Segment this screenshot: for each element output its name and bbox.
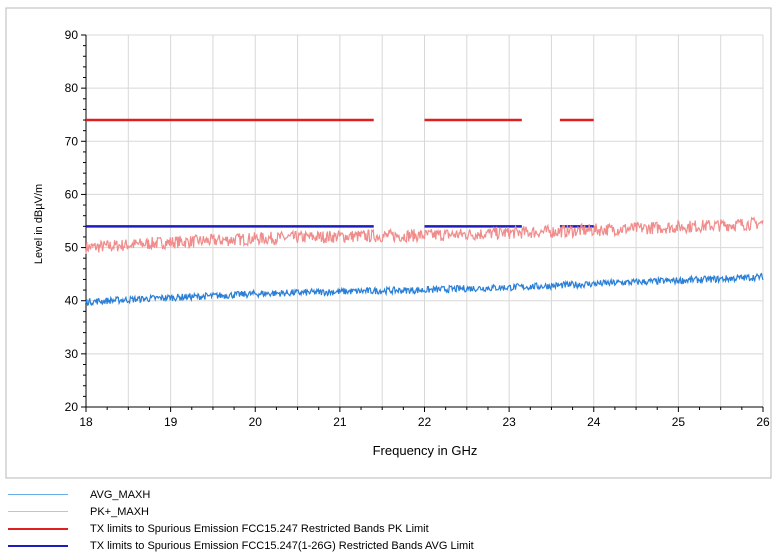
legend-label: PK+_MAXH xyxy=(90,505,149,518)
legend-item-pk-limit: TX limits to Spurious Emission FCC15.247… xyxy=(8,520,768,537)
series-layer xyxy=(85,118,764,307)
legend-swatch-avg-maxh xyxy=(8,494,68,495)
x-tick-label: 19 xyxy=(164,415,178,429)
x-tick-label: 23 xyxy=(502,415,516,429)
legend-swatch-pk-limit xyxy=(8,527,68,530)
x-tick-label: 18 xyxy=(79,415,93,429)
y-tick-label: 40 xyxy=(65,294,79,308)
y-tick-label: 50 xyxy=(65,241,79,255)
x-tick-label: 25 xyxy=(672,415,686,429)
y-tick-label: 70 xyxy=(65,134,79,148)
y-tick-label: 90 xyxy=(65,28,79,42)
y-tick-label: 30 xyxy=(65,347,79,361)
legend-item-pk-maxh: PK+_MAXH xyxy=(8,503,768,520)
y-tick-label: 20 xyxy=(65,400,79,414)
x-tick-label: 20 xyxy=(249,415,263,429)
legend-label: AVG_MAXH xyxy=(90,488,151,501)
x-tick-label: 22 xyxy=(418,415,432,429)
legend-swatch-avg-limit xyxy=(8,544,68,547)
legend-item-avg-maxh: AVG_MAXH xyxy=(8,486,768,503)
chart: 20 30 40 50 60 70 80 90 18 19 20 21 22 23 24 25 26 Frequ… xyxy=(5,7,772,479)
y-axis-label: Level in dBµV/m xyxy=(33,184,45,264)
y-tick-label: 60 xyxy=(65,187,79,201)
legend-item-avg-limit: TX limits to Spurious Emission FCC15.247… xyxy=(8,537,768,554)
legend-label: TX limits to Spurious Emission FCC15.247… xyxy=(90,522,429,535)
pk-maxh-trace xyxy=(85,216,764,254)
legend: AVG_MAXH PK+_MAXH TX limits to Spurious … xyxy=(8,486,768,554)
x-tick-label: 21 xyxy=(333,415,347,429)
x-tick-label: 26 xyxy=(756,415,770,429)
axes: 20 30 40 50 60 70 80 90 18 19 20 21 22 23 24 25 26 xyxy=(65,28,770,429)
legend-swatch-pk-maxh xyxy=(8,511,68,512)
y-tick-label: 80 xyxy=(65,81,79,95)
legend-label: TX limits to Spurious Emission FCC15.247… xyxy=(90,539,474,552)
x-tick-label: 24 xyxy=(587,415,601,429)
x-axis-label: Frequency in GHz xyxy=(373,443,478,458)
avg-maxh-trace xyxy=(85,272,764,307)
